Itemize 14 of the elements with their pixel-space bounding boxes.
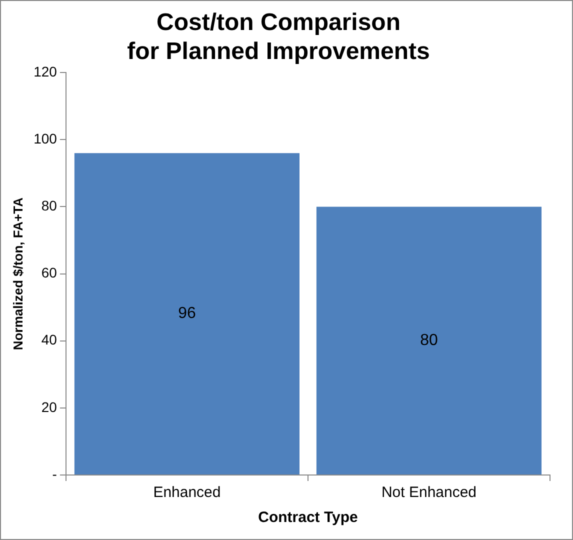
x-axis-title: Contract Type	[258, 509, 358, 526]
y-tick-label: 60	[41, 264, 58, 281]
y-tick-label: -	[52, 466, 58, 482]
y-tick-label: 120	[34, 63, 58, 80]
x-tick-label: Enhanced	[153, 484, 221, 502]
y-axis-title: Normalized $/ton, FA+TA	[10, 196, 26, 350]
chart-title: Cost/ton Comparison for Planned Improvements	[127, 9, 430, 65]
y-tick-label: 80	[41, 198, 58, 214]
x-tick-label: Not Enhanced	[381, 484, 477, 502]
y-tick-label: 100	[34, 130, 58, 147]
data-label: 96	[178, 305, 196, 322]
y-tick-label: 40	[41, 332, 58, 348]
y-tick-label: 20	[41, 398, 58, 415]
data-label: 80	[420, 332, 438, 350]
